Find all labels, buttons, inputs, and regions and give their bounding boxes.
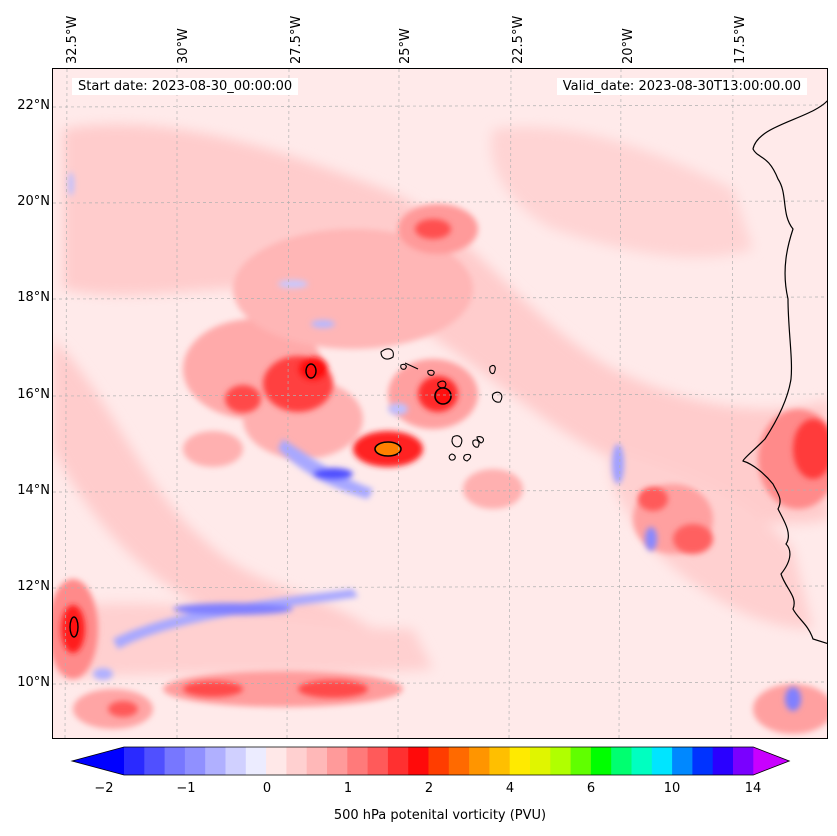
lon-label-27-5w: 27.5°W <box>289 15 304 64</box>
colorbar-extend-high <box>753 747 790 775</box>
colorbar-tick: 2 <box>424 781 434 796</box>
colorbar-cell <box>489 747 511 775</box>
colorbar <box>70 746 791 776</box>
colorbar-cell <box>712 747 734 775</box>
cape-verde-islands <box>380 348 503 462</box>
colorbar-tick: 0 <box>262 781 272 796</box>
colorbar-cell <box>245 747 267 775</box>
lat-label-10n: 10°N <box>17 675 50 690</box>
colorbar-cell <box>164 747 186 775</box>
pv-field <box>53 69 827 738</box>
colorbar-cell <box>570 747 592 775</box>
lat-label-18n: 18°N <box>17 290 50 305</box>
colorbar-cell <box>387 747 409 775</box>
africa-coastline <box>742 100 827 645</box>
colorbar-tick: −1 <box>176 781 196 796</box>
colorbar-cell <box>550 747 572 775</box>
lon-label-32-5w: 32.5°W <box>65 15 80 64</box>
colorbar-label: 500 hPa potenital vorticity (PVU) <box>333 808 547 823</box>
lat-label-14n: 14°N <box>17 483 50 498</box>
colorbar-tick: 1 <box>343 781 353 796</box>
colorbar-cell <box>144 747 166 775</box>
pv-negative <box>68 172 801 711</box>
colorbar-tick: 14 <box>744 781 762 796</box>
lat-label-12n: 12°N <box>17 579 50 594</box>
colorbar-cell <box>448 747 470 775</box>
lon-label-20w: 20°W <box>621 28 636 64</box>
colorbar-cell <box>327 747 348 775</box>
colorbar-cell <box>347 747 369 775</box>
colorbar-cell <box>205 747 226 775</box>
colorbar-cell <box>225 747 247 775</box>
colorbar-cell <box>306 747 328 775</box>
lon-label-30w: 30°W <box>176 28 191 64</box>
pv-map <box>52 68 828 739</box>
colorbar-cell <box>286 747 308 775</box>
colorbar-cell <box>530 747 551 775</box>
colorbar-cell <box>590 747 612 775</box>
lat-label-16n: 16°N <box>17 387 50 402</box>
colorbar-cell <box>733 747 754 775</box>
colorbar-tick: −2 <box>94 781 114 796</box>
colorbar-cell <box>692 747 714 775</box>
lat-label-20n: 20°N <box>17 194 50 209</box>
colorbar-cell <box>266 747 287 775</box>
pv-max-core <box>375 442 401 456</box>
colorbar-outline <box>70 746 791 776</box>
colorbar-tick: 10 <box>663 781 681 796</box>
lon-label-25w: 25°W <box>398 28 413 64</box>
lat-label-22n: 22°N <box>17 98 50 113</box>
colorbar-extend-low <box>72 747 124 775</box>
colorbar-cell <box>184 747 206 775</box>
colorbar-tick: 4 <box>505 781 515 796</box>
graticule <box>53 69 827 738</box>
colorbar-cell <box>428 747 450 775</box>
colorbar-cell <box>651 747 673 775</box>
colorbar-cell <box>509 747 531 775</box>
valid-date-label: Valid_date: 2023-08-30T13:00:00.00 <box>556 78 807 95</box>
colorbar-cell <box>124 747 145 775</box>
colorbar-cell <box>367 747 389 775</box>
colorbar-tick: 6 <box>586 781 596 796</box>
colorbar-cell <box>672 747 693 775</box>
lon-label-17-5w: 17.5°W <box>733 15 748 64</box>
colorbar-cell <box>408 747 429 775</box>
colorbar-cell <box>631 747 653 775</box>
colorbar-cell <box>469 747 490 775</box>
start-date-label: Start date: 2023-08-30_00:00:00 <box>72 78 299 95</box>
colorbar-cell <box>611 747 632 775</box>
lon-label-22-5w: 22.5°W <box>511 15 526 64</box>
